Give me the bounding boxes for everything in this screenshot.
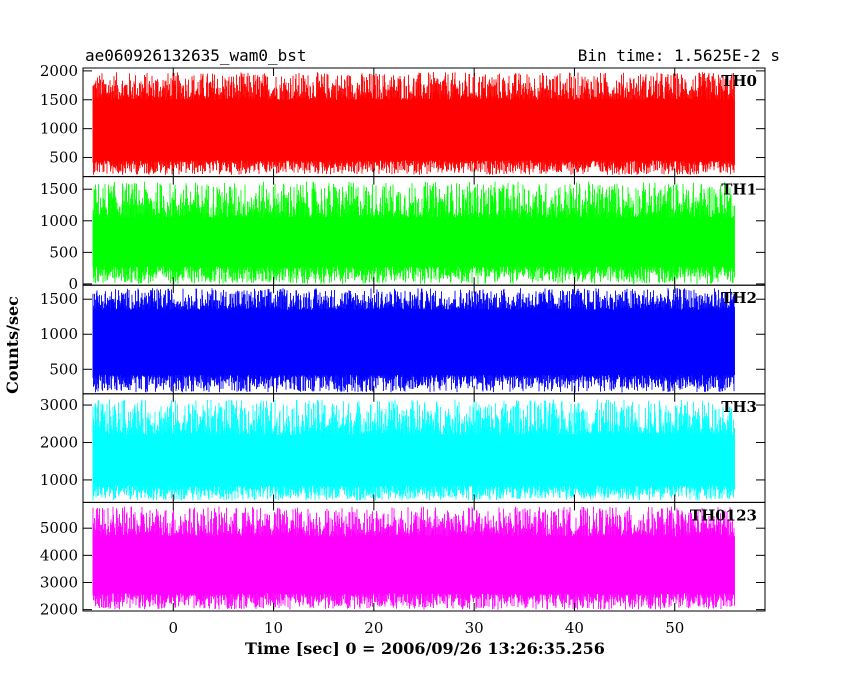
series-label: TH0 [721, 72, 757, 90]
y-tick-label: 1500 [40, 180, 78, 198]
y-tick-label: 500 [49, 360, 78, 378]
series-th0123 [92, 506, 735, 610]
panel-th0: 500 1000 1500 2000 TH0 [40, 62, 766, 178]
panel-th3: 1000 2000 3000 TH3 [40, 393, 766, 503]
y-tick-label: 3000 [40, 573, 78, 591]
y-tick-label: 1000 [40, 212, 78, 230]
y-axis-label: Counts/sec [3, 296, 22, 394]
x-tick-label: 40 [565, 619, 584, 637]
y-tick-label: 500 [49, 149, 78, 167]
y-tick-label: 1000 [40, 325, 78, 343]
x-tick-label: 50 [665, 619, 684, 637]
y-tick-label: 2000 [40, 433, 78, 451]
x-tick-label: 20 [364, 619, 383, 637]
y-tick-label: 1000 [40, 120, 78, 138]
y-tick-label: 3000 [40, 396, 78, 414]
y-tick-label: 2000 [40, 62, 78, 80]
x-tick-label: 10 [264, 619, 283, 637]
series-th2 [92, 288, 735, 393]
y-tick-label: 4000 [40, 546, 78, 564]
y-tick-label: 1000 [40, 471, 78, 489]
y-tick-label: 2000 [40, 601, 78, 619]
series-label: TH2 [721, 289, 757, 307]
series-label: TH0123 [690, 506, 757, 524]
series-th3 [92, 399, 735, 501]
series-th0 [92, 72, 735, 175]
x-tick-label: 30 [465, 619, 484, 637]
figure-title: ae060926132635_wam0_bst [85, 46, 307, 65]
panel-th0123: 2000 3000 4000 5000 TH0123 0 10 20 30 40 50 [40, 501, 766, 637]
y-tick-label: 0 [68, 275, 78, 293]
y-tick-label: 500 [49, 243, 78, 261]
series-label: TH1 [721, 181, 757, 199]
x-axis-label: Time [sec] 0 = 2006/09/26 13:26:35.256 [245, 639, 605, 658]
y-tick-label: 1500 [40, 91, 78, 109]
y-tick-label: 5000 [40, 519, 78, 537]
bin-time-label: Bin time: 1.5625E-2 s [578, 46, 780, 65]
y-tick-label: 1500 [40, 290, 78, 308]
panel-th1: 0 500 1000 1500 TH1 [40, 176, 766, 293]
x-tick-label: 0 [168, 619, 178, 637]
series-label: TH3 [721, 398, 757, 416]
series-th1 [92, 181, 735, 284]
panel-frame [82, 501, 766, 612]
panel-th2: 500 1000 1500 TH2 [40, 284, 766, 395]
